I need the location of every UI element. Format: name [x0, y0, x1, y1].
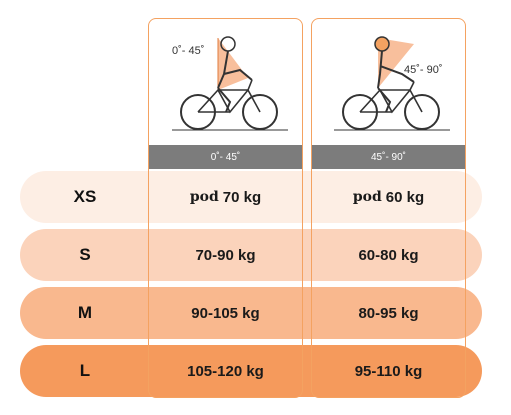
cell-value: 60 kg: [385, 188, 425, 206]
size-row-s: [20, 229, 482, 281]
size-label-s: S: [79, 245, 91, 264]
size-label-m: M: [77, 303, 93, 322]
cell-prefix: pod: [352, 189, 382, 205]
angle-label-aero: 45˚- 90˚: [404, 64, 443, 76]
cell-s-upright: 70-90 kg: [195, 246, 256, 264]
size-row-m: [20, 287, 482, 339]
cell-m-upright: 90-105 kg: [191, 304, 260, 322]
cell-l-upright: 105-120 kg: [187, 362, 264, 380]
cell-value: 70 kg: [222, 188, 262, 206]
size-row-xs: [20, 171, 482, 223]
size-label-l: L: [79, 361, 91, 380]
size-label-xs: XS: [73, 187, 97, 206]
cell-prefix: pod: [189, 189, 219, 205]
cyclist-upright-icon: [172, 36, 288, 131]
cell-xs-upright: pod 70 kg: [149, 171, 302, 223]
angle-label-upright: 0˚- 45˚: [172, 45, 205, 57]
cell-xs-aero: pod 60 kg: [312, 171, 465, 223]
size-row-l: [20, 345, 482, 397]
angle-header-aero: 45˚- 90˚: [312, 145, 465, 169]
angle-header-upright: 0˚- 45˚: [149, 145, 302, 169]
cell-s-aero: 60-80 kg: [358, 246, 419, 264]
cyclist-aero-icon: [334, 36, 450, 131]
cell-l-aero: 95-110 kg: [354, 362, 423, 380]
cell-m-aero: 80-95 kg: [358, 304, 419, 322]
